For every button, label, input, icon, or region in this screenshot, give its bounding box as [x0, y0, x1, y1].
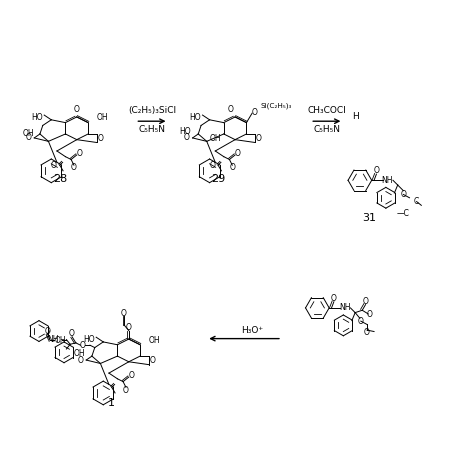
Text: O: O: [363, 297, 368, 306]
Text: HO: HO: [31, 113, 43, 122]
Text: O: O: [235, 149, 241, 158]
Text: 28: 28: [53, 174, 67, 184]
Text: O: O: [210, 161, 215, 170]
Text: O: O: [74, 105, 80, 114]
Text: O: O: [229, 164, 235, 173]
Text: O: O: [126, 323, 132, 332]
Text: OH: OH: [210, 134, 221, 143]
Text: O: O: [128, 372, 135, 381]
Text: NH: NH: [339, 303, 350, 312]
Text: O: O: [78, 356, 83, 365]
Text: O: O: [121, 309, 127, 318]
Text: O: O: [256, 134, 262, 143]
Text: OH: OH: [55, 336, 66, 345]
Text: O: O: [51, 161, 57, 170]
Text: HO: HO: [83, 335, 95, 344]
Text: OH: OH: [73, 349, 85, 358]
Text: 1: 1: [108, 398, 115, 408]
Text: O: O: [26, 134, 31, 143]
Text: —C: —C: [397, 209, 410, 218]
Text: O: O: [251, 108, 257, 117]
Text: (C₂H₅)₃SiCl: (C₂H₅)₃SiCl: [128, 106, 176, 115]
Text: O: O: [228, 105, 233, 114]
Text: 31: 31: [362, 213, 376, 223]
Text: C: C: [414, 197, 419, 206]
Text: O: O: [374, 166, 379, 175]
Text: Si(C₂H₅)₃: Si(C₂H₅)₃: [261, 103, 292, 109]
Text: 29: 29: [211, 174, 225, 184]
Text: O: O: [45, 327, 50, 336]
Text: O: O: [331, 294, 337, 303]
Text: O: O: [358, 317, 364, 326]
Text: O: O: [77, 149, 82, 158]
Text: OH: OH: [23, 129, 34, 138]
Text: NH: NH: [382, 176, 393, 185]
Text: OH: OH: [97, 113, 108, 122]
Text: O: O: [98, 134, 103, 143]
Text: CH₃COCl: CH₃COCl: [308, 106, 346, 115]
Text: HO: HO: [190, 113, 201, 122]
Text: O: O: [184, 134, 190, 143]
Text: O: O: [364, 328, 370, 337]
Text: O: O: [80, 341, 86, 350]
Text: NH: NH: [47, 335, 59, 344]
Text: O: O: [401, 190, 406, 199]
Text: O: O: [69, 329, 75, 338]
Text: O: O: [123, 386, 129, 395]
Text: OH: OH: [149, 336, 160, 345]
Text: C₅H₅N: C₅H₅N: [138, 125, 165, 134]
Text: O: O: [366, 310, 372, 319]
Text: O: O: [71, 164, 77, 173]
Text: H₃O⁺: H₃O⁺: [242, 326, 264, 335]
Text: H: H: [352, 112, 358, 121]
Text: C₅H₅N: C₅H₅N: [313, 125, 340, 134]
Text: HO: HO: [180, 127, 191, 136]
Text: O: O: [149, 356, 155, 365]
